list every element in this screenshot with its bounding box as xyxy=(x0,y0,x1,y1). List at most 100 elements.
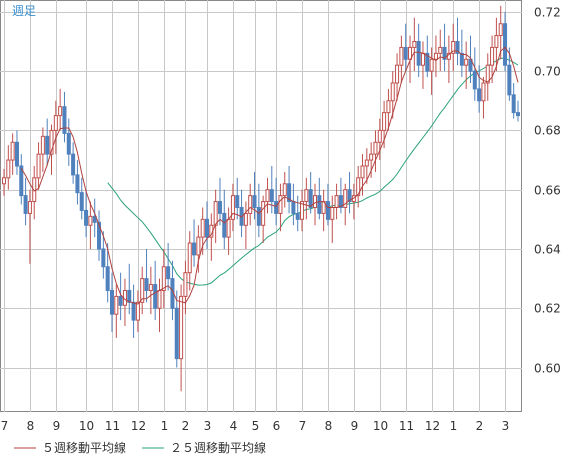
candle xyxy=(36,142,41,190)
candle xyxy=(88,201,93,249)
candle xyxy=(360,154,365,196)
candle xyxy=(148,266,153,315)
candle-body xyxy=(364,159,369,167)
candle xyxy=(464,41,469,89)
candle-body xyxy=(425,52,430,72)
candle xyxy=(515,100,521,122)
candle-body xyxy=(27,201,32,214)
candle xyxy=(187,231,192,291)
candle xyxy=(19,154,24,205)
candle-body xyxy=(40,135,45,155)
candle xyxy=(304,177,309,220)
candle xyxy=(243,201,248,249)
ma25-line xyxy=(107,57,519,286)
candle-body xyxy=(204,218,210,238)
ma5-layer xyxy=(20,46,519,305)
candle-body xyxy=(88,215,93,226)
candle-body xyxy=(455,40,460,54)
candle-body xyxy=(261,201,266,226)
candle xyxy=(27,189,32,264)
candle-body xyxy=(114,295,119,315)
candle-body xyxy=(503,23,508,66)
x-tick-label: 2 xyxy=(182,419,190,433)
candle xyxy=(256,183,261,238)
candle xyxy=(356,165,361,208)
candle-body xyxy=(127,289,132,303)
candle xyxy=(14,130,19,175)
candle-body xyxy=(334,195,339,208)
candle xyxy=(196,225,201,273)
candle xyxy=(490,35,495,83)
candle-body xyxy=(494,35,499,48)
candle xyxy=(53,100,58,155)
candle-body xyxy=(101,248,106,268)
candle xyxy=(105,243,110,303)
candle xyxy=(472,47,477,101)
candle-body xyxy=(438,46,443,54)
y-tick-label: 0.60 xyxy=(534,362,561,376)
candle-body xyxy=(481,82,486,102)
y-tick-label: 0.68 xyxy=(534,124,561,138)
candle-body xyxy=(338,195,343,208)
candle xyxy=(127,263,132,315)
candle-body xyxy=(92,215,97,223)
candle-body xyxy=(274,201,279,214)
candle-body xyxy=(433,52,438,60)
candle-body xyxy=(174,307,179,360)
candle xyxy=(144,248,149,303)
candle-body xyxy=(442,46,447,60)
candle-body xyxy=(451,40,456,54)
y-tick-label: 0.66 xyxy=(534,184,561,198)
candle xyxy=(425,35,430,78)
candle xyxy=(416,23,421,78)
candle-body xyxy=(45,135,50,155)
candle xyxy=(317,177,322,220)
candle-body xyxy=(373,141,378,155)
candle xyxy=(92,198,97,238)
candle xyxy=(66,118,71,166)
candle xyxy=(118,272,123,321)
candle-body xyxy=(356,177,361,197)
x-tick-label: 7 xyxy=(299,419,307,433)
candle xyxy=(477,65,482,113)
x-tick-label: 3 xyxy=(204,419,212,433)
candle-body xyxy=(183,272,188,297)
candle xyxy=(412,17,417,72)
candle-body xyxy=(196,236,201,256)
x-tick-label: 1 xyxy=(450,419,458,433)
x-tick-label: 6 xyxy=(273,419,281,433)
candle-body xyxy=(282,183,287,197)
candle xyxy=(494,17,499,72)
x-tick-label: 2 xyxy=(476,419,484,433)
candle xyxy=(166,243,171,291)
candle-body xyxy=(14,141,19,167)
candle xyxy=(312,183,318,226)
candle-body xyxy=(278,195,283,214)
candle-body xyxy=(317,195,322,214)
candle xyxy=(97,210,102,261)
candle-body xyxy=(511,94,516,114)
period-label: 週足 xyxy=(12,4,36,18)
y-tick-label: 0.62 xyxy=(534,302,561,316)
candle xyxy=(274,177,279,226)
candle xyxy=(485,53,490,101)
candle-body xyxy=(300,201,305,220)
candle-body xyxy=(347,189,352,203)
candle xyxy=(140,266,145,315)
candle xyxy=(265,177,270,214)
candle xyxy=(230,183,235,232)
plot-frame xyxy=(0,0,522,412)
candle-body xyxy=(10,141,15,161)
candle xyxy=(287,165,292,214)
candle-body xyxy=(408,46,413,60)
candle xyxy=(503,11,508,72)
candle-body xyxy=(58,106,63,117)
candle xyxy=(386,88,391,131)
candle xyxy=(79,177,84,220)
candle-body xyxy=(308,189,313,208)
x-tick-label: 7 xyxy=(1,419,9,433)
candle-body xyxy=(109,289,114,315)
candle-body xyxy=(118,295,123,306)
candle xyxy=(174,290,179,368)
